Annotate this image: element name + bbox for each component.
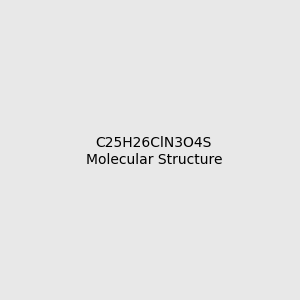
Text: C25H26ClN3O4S
Molecular Structure: C25H26ClN3O4S Molecular Structure (85, 136, 222, 166)
